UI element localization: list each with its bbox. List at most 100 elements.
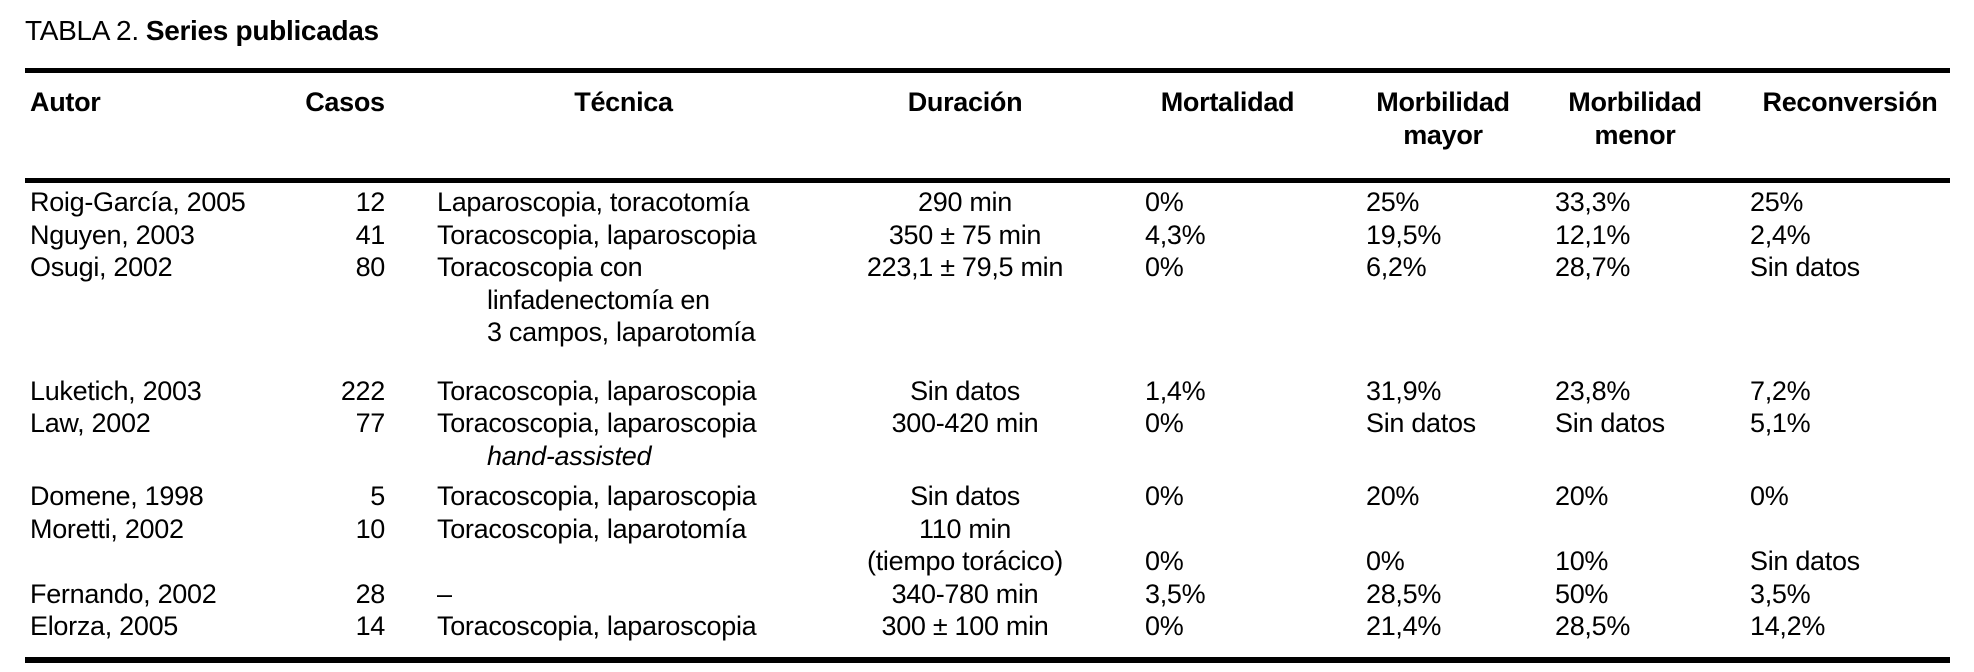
cell-morb_mayor: 28,5% xyxy=(1366,578,1442,609)
cell-tecnica: 3 campos, laparotomía xyxy=(487,317,756,347)
cell-morb_mayor: 6,2% xyxy=(1366,252,1427,282)
cell-autor xyxy=(25,284,305,317)
table-row: Moretti, 2002 10 Toracoscopia, laparotomía… xyxy=(25,513,1950,546)
cell-tecnica: Toracoscopia, laparoscopia xyxy=(437,611,757,641)
table-row: linfadenectomía en xyxy=(25,284,1950,317)
cell-morb_mayor: 20% xyxy=(1366,481,1420,511)
cell-autor: Moretti, 2002 xyxy=(30,513,184,544)
cell-morb_menor: 33,3% xyxy=(1555,187,1631,217)
cell-reconversion: 25% xyxy=(1750,187,1804,217)
cell-tecnica: Toracoscopia, laparoscopia xyxy=(437,219,757,250)
column-header-label: Reconversión xyxy=(1762,87,1938,117)
cell-autor: Roig-García, 2005 xyxy=(30,187,246,217)
top-rule xyxy=(25,68,1950,73)
cell-mortalidad xyxy=(1120,316,1310,349)
column-header-label: Morbilidad xyxy=(1568,87,1702,117)
table-row: Elorza, 2005 14 Toracoscopia, laparoscopia… xyxy=(25,610,1950,643)
cell-autor xyxy=(25,316,305,349)
column-header-duracion: Duración xyxy=(810,86,1120,178)
cell-casos: 41 xyxy=(355,219,386,250)
cell-casos: 80 xyxy=(355,252,386,282)
cell-casos xyxy=(305,316,405,349)
cell-morb_menor: 28,5% xyxy=(1555,611,1631,641)
column-header-morb_mayor: Morbilidad mayor xyxy=(1310,86,1520,178)
cell-morb_mayor xyxy=(1310,513,1520,546)
header-rule xyxy=(25,178,1950,183)
cell-duracion: Sin datos xyxy=(910,481,1020,511)
cell-duracion: 300 ± 100 min xyxy=(881,611,1049,641)
cell-mortalidad xyxy=(1120,513,1310,546)
table-row: Osugi, 2002 80 Toracoscopia con 223,1 ± 79,… xyxy=(25,251,1950,284)
cell-morb_menor xyxy=(1520,440,1715,473)
cell-mortalidad: 0% xyxy=(1145,546,1184,576)
cell-autor: Law, 2002 xyxy=(30,408,151,438)
cell-mortalidad: 3,5% xyxy=(1145,578,1206,609)
cell-mortalidad: 0% xyxy=(1145,408,1184,438)
cell-morb_menor: 28,7% xyxy=(1555,252,1631,282)
cell-morb_menor: 12,1% xyxy=(1555,219,1631,250)
cell-casos xyxy=(305,284,405,317)
cell-morb_mayor: 21,4% xyxy=(1366,611,1442,641)
cell-duracion: 300-420 min xyxy=(891,408,1039,438)
cell-reconversion xyxy=(1715,284,1950,317)
cell-casos: 12 xyxy=(355,187,386,217)
bottom-rule xyxy=(25,656,1950,663)
cell-mortalidad: 0% xyxy=(1145,252,1184,282)
column-header-mortalidad: Mortalidad xyxy=(1120,86,1310,178)
cell-morb_menor: 10% xyxy=(1555,546,1609,576)
cell-mortalidad: 4,3% xyxy=(1145,219,1206,250)
cell-reconversion: 2,4% xyxy=(1750,219,1811,250)
cell-morb_menor: 23,8% xyxy=(1555,375,1631,406)
cell-tecnica: Toracoscopia con xyxy=(437,252,643,282)
cell-casos: 14 xyxy=(355,611,386,641)
table-row: Law, 2002 77 Toracoscopia, laparoscopia 300… xyxy=(25,407,1950,440)
cell-autor: Nguyen, 2003 xyxy=(30,219,195,250)
table-row: Fernando, 2002 28 – 340-780 min 3,5% 28,5% 50%… xyxy=(25,578,1950,611)
cell-tecnica: Toracoscopia, laparotomía xyxy=(437,513,747,544)
cell-autor xyxy=(25,440,305,473)
cell-morb_mayor: 25% xyxy=(1366,187,1420,217)
cell-mortalidad xyxy=(1120,284,1310,317)
cell-mortalidad: 1,4% xyxy=(1145,375,1206,406)
column-header-label-line2: menor xyxy=(1594,120,1676,150)
cell-casos xyxy=(305,440,405,473)
cell-mortalidad: 0% xyxy=(1145,611,1184,641)
cell-reconversion: 14,2% xyxy=(1750,611,1826,641)
cell-duracion xyxy=(810,440,1120,473)
cell-mortalidad xyxy=(1120,440,1310,473)
cell-morb_mayor: 19,5% xyxy=(1366,219,1442,250)
cell-morb_menor xyxy=(1520,284,1715,317)
cell-casos: 77 xyxy=(355,408,386,438)
column-header-label: Autor xyxy=(30,87,101,117)
cell-tecnica xyxy=(405,545,810,578)
column-header-label: Morbilidad xyxy=(1376,87,1510,117)
cell-tecnica: Laparoscopia, toracotomía xyxy=(437,187,750,217)
cell-autor: Domene, 1998 xyxy=(30,481,204,511)
cell-mortalidad: 0% xyxy=(1145,481,1184,511)
cell-casos: 222 xyxy=(340,375,385,406)
cell-tecnica: linfadenectomía en xyxy=(487,284,710,315)
cell-tecnica: hand-assisted xyxy=(487,440,652,471)
cell-duracion: 110 min xyxy=(919,513,1011,544)
cell-morb_menor: 20% xyxy=(1555,481,1609,511)
cell-morb_mayor: 0% xyxy=(1366,546,1405,576)
cell-duracion: 290 min xyxy=(918,187,1012,217)
table-row: Domene, 1998 5 Toracoscopia, laparoscopia S… xyxy=(25,480,1950,513)
cell-reconversion: 3,5% xyxy=(1750,578,1811,609)
cell-reconversion: Sin datos xyxy=(1750,252,1860,282)
cell-duracion: 350 ± 75 min xyxy=(888,219,1042,250)
column-header-tecnica: Técnica xyxy=(405,86,810,178)
cell-duracion xyxy=(810,316,1120,349)
cell-autor: Elorza, 2005 xyxy=(30,611,178,641)
cell-morb_mayor: 31,9% xyxy=(1366,375,1442,406)
column-header-autor: Autor xyxy=(25,86,305,178)
cell-duracion xyxy=(810,284,1120,317)
column-header-label: Casos xyxy=(305,87,385,117)
header-row: Autor Casos Técnica Duración Mortalidad Morbi… xyxy=(25,73,1950,178)
cell-tecnica: Toracoscopia, laparoscopia xyxy=(437,408,757,438)
column-header-label-line2: mayor xyxy=(1403,120,1483,150)
column-header-reconversion: Reconversión xyxy=(1715,86,1950,178)
cell-morb_mayor: Sin datos xyxy=(1366,408,1476,438)
cell-duracion: 340-780 min xyxy=(891,578,1039,609)
column-header-casos: Casos xyxy=(305,86,405,178)
